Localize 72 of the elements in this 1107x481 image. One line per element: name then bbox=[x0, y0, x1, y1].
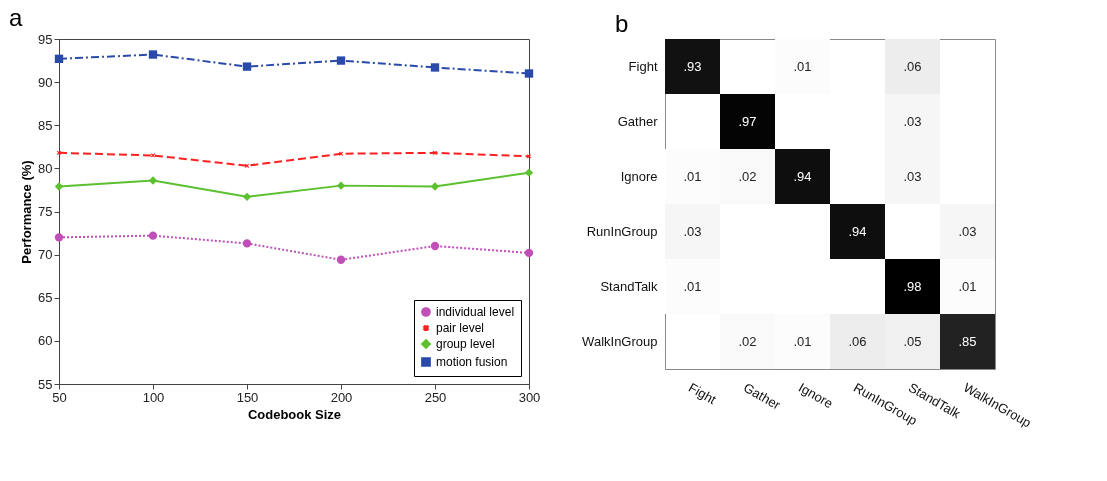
data-label: .94 bbox=[848, 223, 867, 239]
point bbox=[148, 231, 158, 240]
data-label: .03 bbox=[903, 113, 922, 129]
legend-label: group level bbox=[436, 337, 495, 351]
legend-label: pair level bbox=[436, 321, 485, 335]
point bbox=[242, 239, 252, 248]
y-tick-label: WalkInGroup bbox=[582, 333, 658, 349]
point bbox=[54, 182, 64, 191]
point bbox=[54, 233, 64, 242]
data-label: .05 bbox=[903, 333, 922, 349]
y-tick-label: Gather bbox=[617, 113, 659, 129]
y-tick-label: 60 bbox=[38, 333, 53, 349]
y-tick-label: 55 bbox=[38, 376, 53, 392]
data-label: .02 bbox=[738, 168, 757, 184]
y-tick-label: 95 bbox=[38, 31, 53, 47]
point bbox=[524, 248, 534, 258]
data-label: .03 bbox=[683, 223, 702, 239]
point bbox=[430, 182, 440, 191]
data-label: .06 bbox=[903, 58, 922, 74]
data-label: .97 bbox=[738, 113, 757, 129]
x-tick-label: 100 bbox=[142, 389, 165, 405]
data-label: .98 bbox=[903, 278, 922, 294]
point bbox=[338, 151, 344, 156]
y-tick-label: 90 bbox=[38, 74, 53, 90]
point bbox=[524, 69, 534, 78]
x-tick-label: 50 bbox=[52, 389, 67, 405]
y-tick-label: 80 bbox=[38, 160, 53, 176]
data-label: .01 bbox=[683, 168, 702, 184]
y-tick-label: 85 bbox=[38, 117, 53, 133]
data-label: .01 bbox=[793, 333, 812, 349]
y-tick-label: Fight bbox=[628, 58, 658, 74]
point bbox=[526, 154, 532, 159]
data-label: .03 bbox=[903, 168, 922, 184]
y-tick-label: StandTalk bbox=[600, 278, 658, 294]
point bbox=[430, 241, 440, 251]
y-tick-label: RunInGroup bbox=[586, 223, 658, 239]
y-tick-label: 65 bbox=[38, 290, 53, 306]
x-tick-label: 150 bbox=[236, 389, 259, 405]
point bbox=[524, 168, 534, 177]
y-tick-label: 70 bbox=[38, 247, 53, 263]
data-label: .06 bbox=[848, 333, 867, 349]
x-tick-label: Fight bbox=[686, 379, 719, 408]
x-tick-label: 200 bbox=[330, 389, 353, 405]
point bbox=[430, 63, 440, 72]
x-axis-title: Codebook Size bbox=[247, 406, 342, 422]
data-label: .94 bbox=[793, 168, 812, 184]
point bbox=[54, 54, 64, 64]
data-label: .03 bbox=[958, 223, 977, 239]
point bbox=[242, 192, 252, 202]
point bbox=[336, 181, 346, 190]
legend-label: motion fusion bbox=[436, 355, 508, 369]
y-tick-label: Ignore bbox=[620, 168, 658, 184]
x-tick-label: 300 bbox=[518, 389, 541, 405]
data-label: .01 bbox=[793, 58, 812, 74]
point bbox=[336, 255, 346, 264]
point bbox=[244, 163, 250, 168]
data-label: .01 bbox=[958, 278, 977, 294]
chart-title: a bbox=[9, 4, 23, 31]
y-axis-title: Performance (%) bbox=[19, 160, 35, 264]
data-label: .93 bbox=[683, 58, 702, 74]
data-label: .02 bbox=[738, 333, 757, 349]
chart-title: b bbox=[615, 10, 629, 37]
point bbox=[148, 50, 158, 59]
legend-label: individual level bbox=[436, 305, 515, 319]
x-tick-label: 250 bbox=[424, 389, 447, 405]
point bbox=[150, 153, 156, 158]
point bbox=[336, 56, 346, 65]
data-label: .01 bbox=[683, 278, 702, 294]
point bbox=[148, 176, 158, 185]
y-tick-label: 75 bbox=[38, 204, 53, 219]
point bbox=[242, 62, 252, 71]
data-label: .85 bbox=[958, 333, 977, 349]
